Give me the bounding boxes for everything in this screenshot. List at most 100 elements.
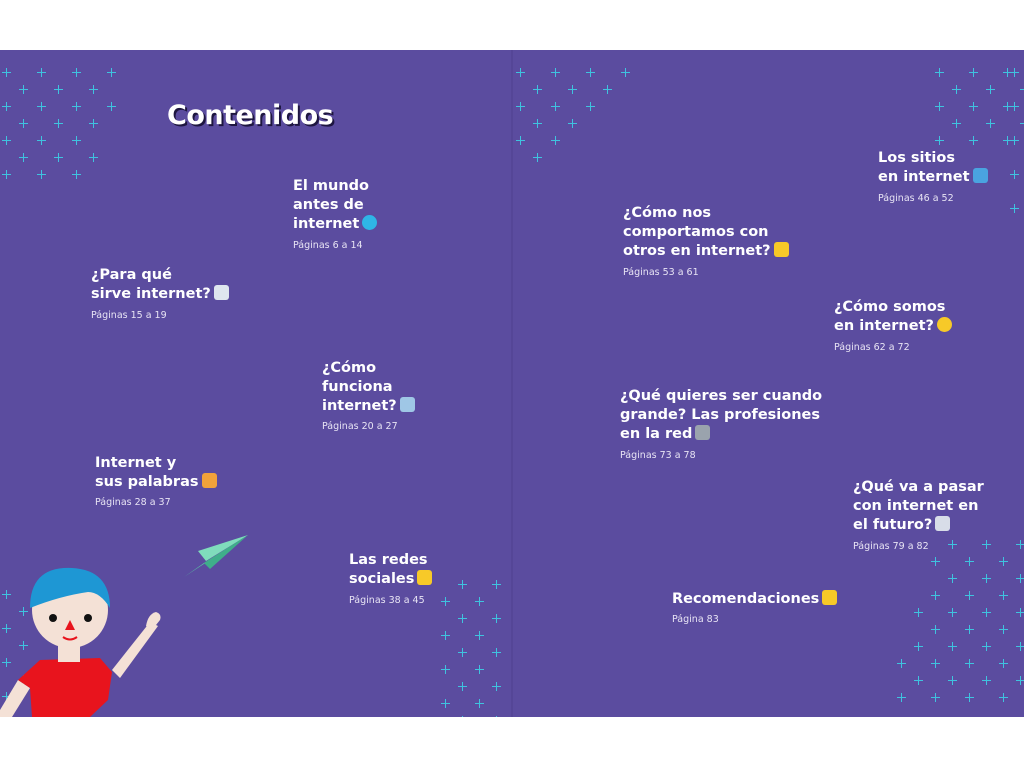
sparkle-icon <box>952 85 961 94</box>
sparkle-icon <box>533 119 542 128</box>
chapter-title-text: grande? Las profesiones <box>620 407 820 423</box>
chapter-title: ¿Qué va a pasar con internet en el futuro? <box>853 478 984 535</box>
sparkle-icon <box>935 136 944 145</box>
chapter-title-line: otros en internet? <box>623 242 789 261</box>
sparkle-icon <box>492 648 501 657</box>
sparkle-icon <box>931 693 940 702</box>
sparkle-icon <box>441 631 450 640</box>
chapter-title-text: internet? <box>322 398 397 414</box>
sparkle-icon <box>621 68 630 77</box>
sparkle-icon <box>72 102 81 111</box>
sparkle-icon <box>965 591 974 600</box>
chapter-title-text: sirve internet? <box>91 286 211 302</box>
chapter-title-line: comportamos con <box>623 223 789 242</box>
chapter-pages: Páginas 73 a 78 <box>620 450 696 461</box>
sparkle-icon <box>458 580 467 589</box>
chapter-title: Las redes sociales <box>349 551 433 589</box>
sparkle-icon <box>1016 540 1024 549</box>
sparkle-icon <box>551 102 560 111</box>
sparkle-icon <box>1016 676 1024 685</box>
chapter-title-text: ¿Cómo <box>322 360 377 376</box>
sparkle-icon <box>2 624 11 633</box>
sparkle-icon <box>2 658 11 667</box>
chapter-title-line: Internet y <box>95 454 217 473</box>
chapter-title-text: Internet y <box>95 455 177 471</box>
sparkle-icon <box>2 590 11 599</box>
rocket-icon <box>935 516 951 531</box>
sparkle-icon <box>37 68 46 77</box>
sparkle-icon <box>475 665 484 674</box>
sparkle-icon <box>72 170 81 179</box>
chapter-title-text: ¿Para qué <box>91 267 172 283</box>
chapter-title: ¿Cómo funciona internet? <box>322 359 415 416</box>
chapter-title-line: internet? <box>322 397 415 416</box>
sparkle-icon <box>458 648 467 657</box>
sparkle-icon <box>914 608 923 617</box>
boy-illustration <box>0 567 161 717</box>
sparkle-icon <box>1010 136 1019 145</box>
sparkle-icon <box>965 659 974 668</box>
sparkle-icon <box>492 716 501 717</box>
computer-icon <box>972 168 988 183</box>
chapter-pages: Páginas 79 a 82 <box>853 541 929 552</box>
sparkle-icon <box>492 614 501 623</box>
sparkle-icon <box>1020 119 1024 128</box>
sparkle-icon <box>107 102 116 111</box>
sparkle-icon <box>72 136 81 145</box>
chapter-title-line: funciona <box>322 378 415 397</box>
chapter-pages: Páginas 6 a 14 <box>293 240 363 251</box>
chapter-title-line: ¿Para qué <box>91 266 229 285</box>
chapter-title-line: antes de <box>293 196 377 215</box>
sparkle-icon <box>516 136 525 145</box>
chapter-title-text: El mundo <box>293 178 370 194</box>
sparkle-icon <box>2 170 11 179</box>
sparkle-icon <box>586 102 595 111</box>
sparkle-icon <box>1010 68 1019 77</box>
page-title: Contenidos <box>167 100 334 131</box>
chapter-title-line: ¿Cómo somos <box>834 298 952 317</box>
chapter-title-line: Las redes <box>349 551 432 570</box>
sparkle-icon <box>19 85 28 94</box>
sparkle-icon <box>982 540 991 549</box>
sparkle-icon <box>2 136 11 145</box>
sparkle-icon <box>965 557 974 566</box>
chapter-title-text: internet <box>293 216 360 232</box>
chapter-title: ¿Cómo somos en internet? <box>834 298 952 336</box>
sparkle-icon <box>475 699 484 708</box>
chapter-title-line: en la red <box>620 425 822 444</box>
sparkle-icon <box>475 631 484 640</box>
sparkle-icon <box>37 102 46 111</box>
sparkle-icon <box>982 676 991 685</box>
tools-icon <box>695 425 711 440</box>
sparkle-icon <box>1003 102 1012 111</box>
sparkle-icon <box>603 85 612 94</box>
chapter-pages: Páginas 20 a 27 <box>322 421 398 432</box>
sparkle-icon <box>107 68 116 77</box>
sparkle-icon <box>89 153 98 162</box>
sparkle-icon <box>441 699 450 708</box>
rainbow-icon <box>201 473 217 488</box>
chapter-title-text: ¿Qué va a pasar <box>853 479 984 495</box>
sparkle-icon <box>492 682 501 691</box>
chapter-title: ¿Para qué sirve internet? <box>91 266 229 304</box>
sparkle-icon <box>999 557 1008 566</box>
chapter-title-text: con internet en <box>853 498 979 514</box>
chapter-title-line: internet <box>293 215 378 234</box>
chapter-title: Internet y sus palabras <box>95 454 217 492</box>
sparkle-icon <box>72 68 81 77</box>
sparkle-icon <box>982 574 991 583</box>
sparkle-icon <box>533 153 542 162</box>
chapter-title: ¿Cómo nos comportamos con otros en interne… <box>623 204 789 261</box>
sparkle-icon <box>475 597 484 606</box>
sparkle-icon <box>1003 136 1012 145</box>
globe-icon <box>362 215 378 230</box>
sparkle-icon <box>948 540 957 549</box>
sparkle-icon <box>935 68 944 77</box>
chapter-pages: Páginas 46 a 52 <box>878 193 954 204</box>
sparkle-icon <box>914 642 923 651</box>
chapter-title-text: sociales <box>349 571 415 587</box>
sparkle-icon <box>982 642 991 651</box>
sparkle-icon <box>931 625 940 634</box>
chapter-title-text: ¿Qué quieres ser cuando <box>620 388 823 404</box>
chapter-title: ¿Qué quieres ser cuando grande? Las profe… <box>620 387 822 444</box>
